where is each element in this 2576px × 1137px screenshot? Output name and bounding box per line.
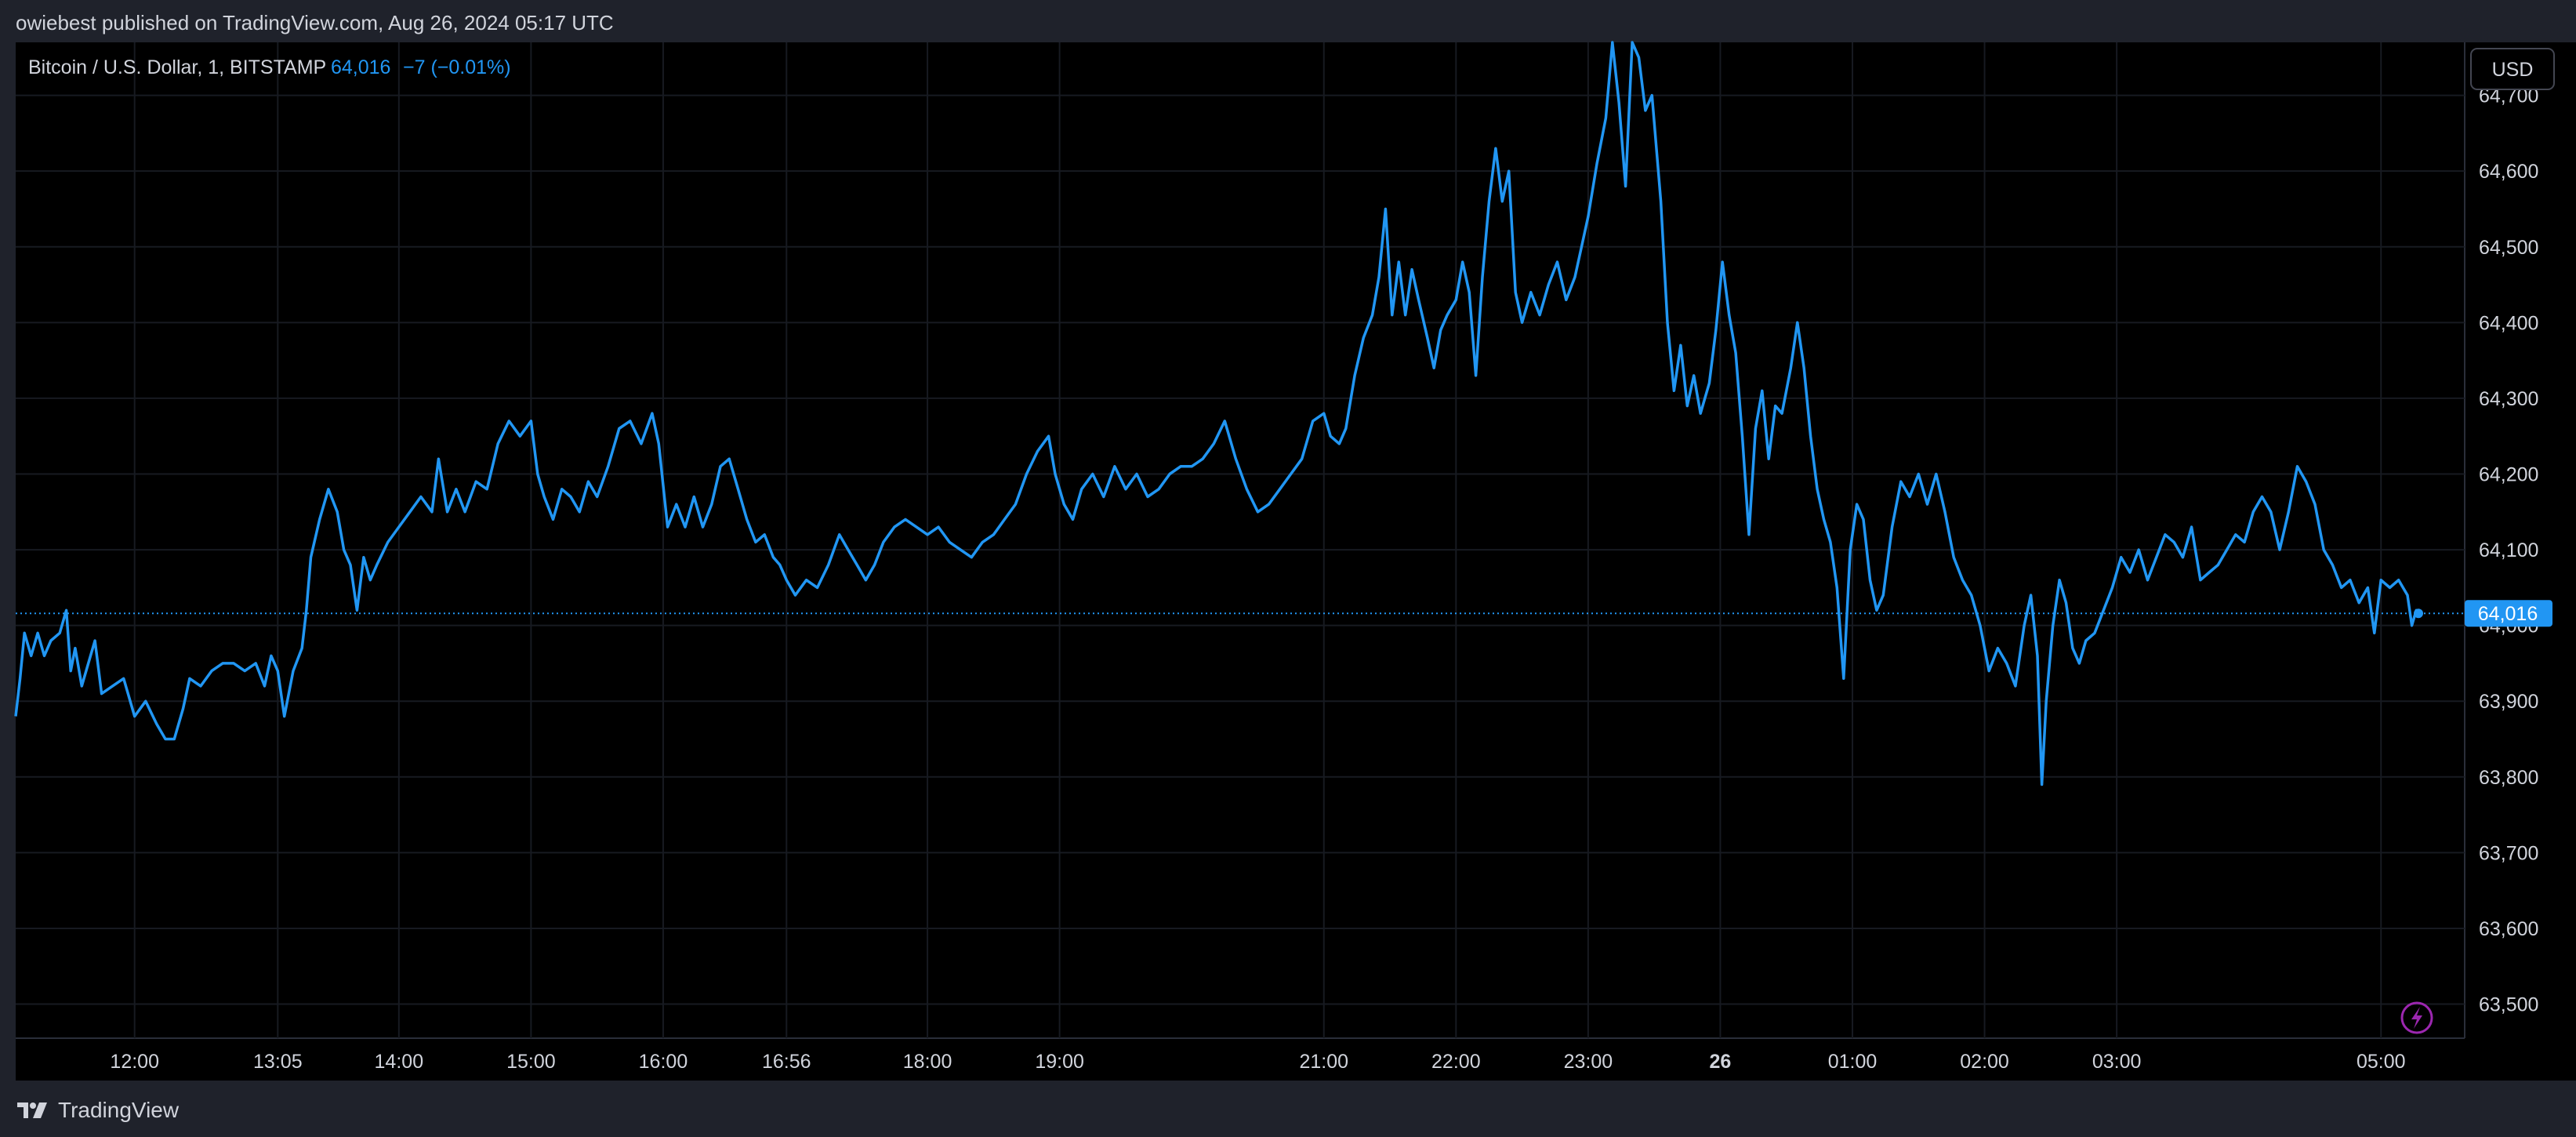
x-axis-ticks: 12:00 13:05 14:00 15:00 16:00 16:56 18:00 19:00… bbox=[110, 1051, 2405, 1073]
x-tick-label: 18:00 bbox=[903, 1051, 952, 1073]
time-scale-area[interactable] bbox=[16, 1038, 2465, 1081]
y-tick-label: 64,100 bbox=[2479, 539, 2538, 561]
x-tick-label: 01:00 bbox=[1828, 1051, 1878, 1073]
footer-brand[interactable]: TradingView bbox=[16, 1095, 179, 1126]
x-tick-label: 19:00 bbox=[1035, 1051, 1084, 1073]
y-tick-label: 64,200 bbox=[2479, 463, 2538, 485]
x-tick-label: 26 bbox=[1710, 1051, 1732, 1073]
last-price-tag-label: 64,016 bbox=[2478, 603, 2538, 625]
last-price-tag: 64,016 bbox=[2465, 600, 2552, 627]
legend-last-price: 64,016 bbox=[331, 56, 390, 78]
x-tick-label: 13:05 bbox=[253, 1051, 303, 1073]
y-tick-label: 63,800 bbox=[2479, 767, 2538, 789]
price-series-line bbox=[14, 41, 2420, 786]
legend-symbol[interactable]: Bitcoin / U.S. Dollar, 1, BITSTAMP bbox=[28, 56, 326, 78]
chart-plot-area[interactable] bbox=[16, 42, 2465, 1038]
y-tick-label: 63,500 bbox=[2479, 994, 2538, 1016]
y-tick-label: 63,900 bbox=[2479, 691, 2538, 713]
x-tick-label: 16:00 bbox=[639, 1051, 688, 1073]
x-tick-label: 03:00 bbox=[2092, 1051, 2142, 1073]
y-tick-label: 64,400 bbox=[2479, 312, 2538, 334]
x-tick-label: 22:00 bbox=[1431, 1051, 1481, 1073]
currency-button[interactable]: USD bbox=[2470, 48, 2555, 90]
y-tick-label: 64,600 bbox=[2479, 161, 2538, 183]
x-tick-label: 12:00 bbox=[110, 1051, 159, 1073]
legend-change: −7 (−0.01%) bbox=[403, 56, 511, 78]
x-tick-label: 16:56 bbox=[762, 1051, 811, 1073]
grid bbox=[16, 42, 2465, 1038]
lightning-icon[interactable] bbox=[2400, 1001, 2433, 1034]
x-tick-label: 23:00 bbox=[1564, 1051, 1613, 1073]
footer-brand-name: TradingView bbox=[58, 1098, 180, 1122]
top-bar: owiebest published on TradingView.com, A… bbox=[0, 0, 2576, 42]
x-tick-label: 14:00 bbox=[375, 1051, 424, 1073]
y-tick-label: 63,600 bbox=[2479, 918, 2538, 940]
y-tick-label: 64,300 bbox=[2479, 388, 2538, 410]
currency-button-label: USD bbox=[2492, 59, 2534, 81]
y-tick-label: 63,700 bbox=[2479, 842, 2538, 864]
x-tick-label: 05:00 bbox=[2356, 1051, 2406, 1073]
scale-corner bbox=[2465, 1038, 2576, 1081]
tradingview-logo-icon bbox=[17, 1102, 47, 1118]
last-price-point bbox=[2414, 608, 2424, 619]
x-tick-label: 02:00 bbox=[1960, 1051, 2009, 1073]
price-scale-area[interactable] bbox=[2465, 42, 2576, 1038]
x-tick-label: 15:00 bbox=[506, 1051, 556, 1073]
x-tick-label: 21:00 bbox=[1299, 1051, 1348, 1073]
published-info: owiebest published on TradingView.com, A… bbox=[16, 11, 614, 35]
y-tick-label: 64,500 bbox=[2479, 237, 2538, 259]
